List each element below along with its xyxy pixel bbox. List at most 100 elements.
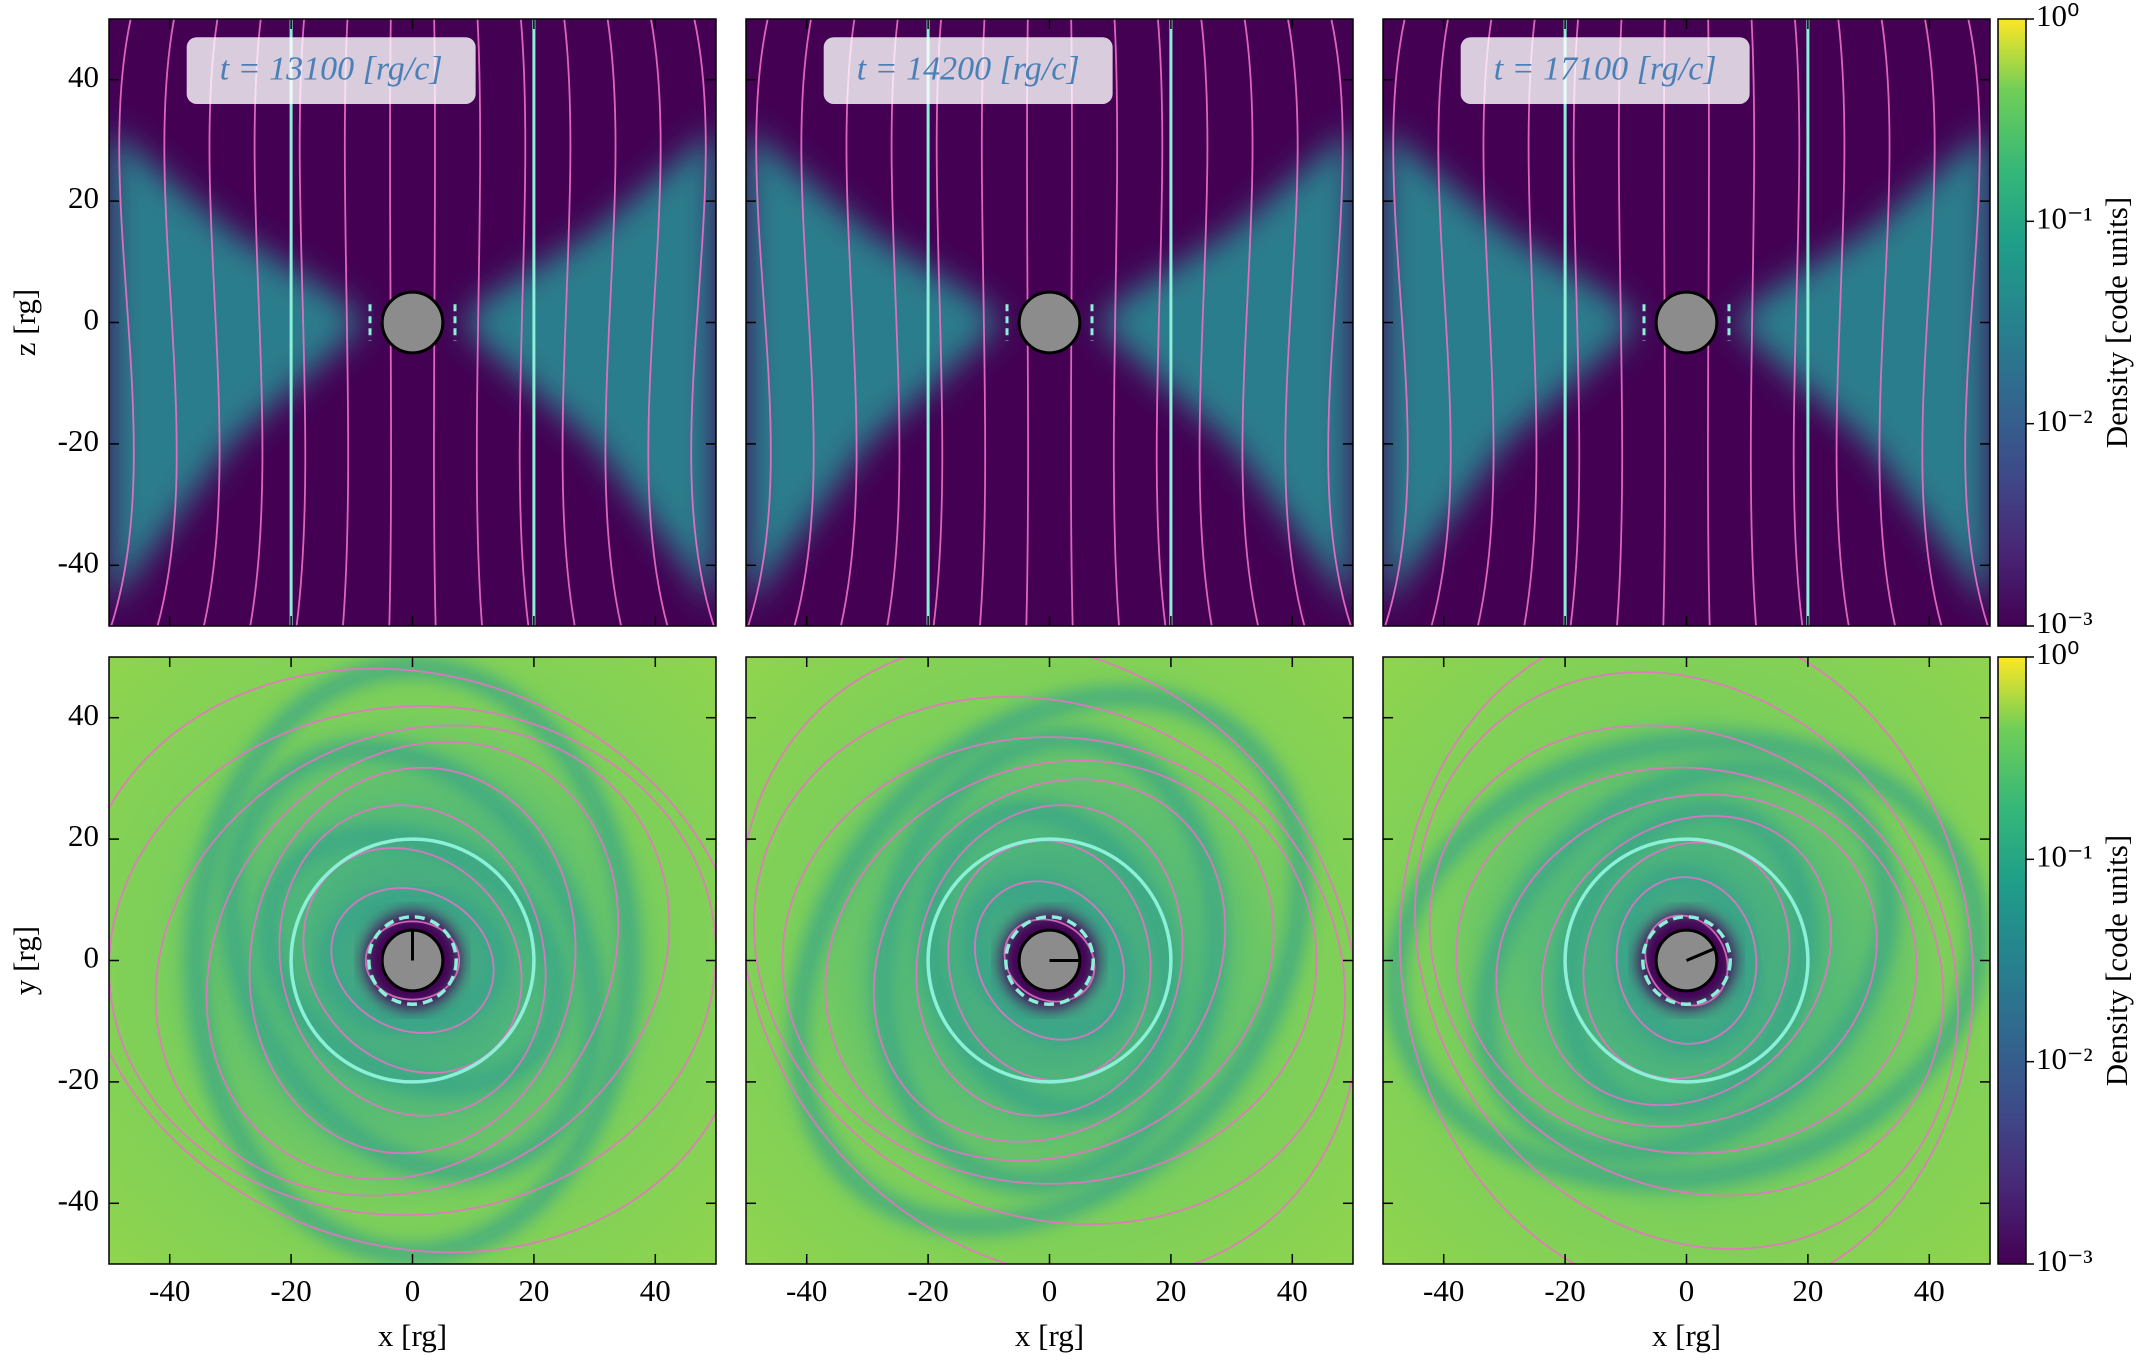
x-tick-label: 20 [518, 1273, 549, 1308]
density-arm [256, 824, 569, 1097]
colorbar-tick-label: 10⁻¹ [2036, 838, 2093, 873]
streamline [154, 724, 671, 1197]
colorbar [1997, 656, 2027, 1265]
y-axis-label: y [rg] [7, 926, 42, 995]
y-tick-label: -20 [58, 423, 99, 458]
streamline [475, 19, 483, 626]
isco-circle [1641, 915, 1732, 1006]
streamline [278, 804, 547, 1117]
streamline [1921, 19, 1943, 626]
streamline [1384, 19, 1409, 626]
streamline [1112, 19, 1120, 626]
x-tick-label: 0 [1042, 1273, 1058, 1308]
spin-indicator [1685, 947, 1716, 962]
density-wedge [1735, 128, 1990, 608]
density-wedge [746, 128, 1001, 608]
y-tick-label: 40 [68, 59, 99, 94]
plot-area [746, 19, 1353, 626]
streamline [1964, 19, 1989, 626]
density-arm [1556, 800, 1817, 1121]
density-arm [787, 685, 1312, 1236]
black-hole [1654, 290, 1719, 355]
title-box [186, 37, 476, 104]
streamline [1495, 793, 1878, 1128]
streamline [974, 880, 1125, 1041]
y-tick-label: -20 [58, 1061, 99, 1096]
x-tick-label: 20 [1155, 1273, 1186, 1308]
y-tick-label: 20 [68, 180, 99, 215]
streamline [1540, 814, 1833, 1107]
density-wedge [1383, 128, 1638, 608]
streamline [1198, 19, 1213, 626]
density-wedge [109, 128, 364, 608]
streamline [1835, 19, 1850, 626]
plot-area [109, 657, 716, 1264]
colorbar-label: Density [code units] [2099, 197, 2134, 448]
x-tick-label: 40 [1914, 1273, 1945, 1308]
density-arm [871, 727, 1228, 1194]
plot-area [109, 19, 716, 626]
isco-circle [367, 915, 458, 1006]
streamline [793, 19, 815, 626]
plot-area [1383, 657, 1990, 1264]
streamline [746, 657, 1353, 1264]
streamline [1398, 657, 1975, 1264]
streamline [518, 19, 530, 626]
reference-circle [1563, 837, 1810, 1084]
x-tick-label: -40 [1423, 1273, 1464, 1308]
streamline [1430, 19, 1452, 626]
plot-area [746, 657, 1353, 1264]
x-tick-label: -20 [1544, 1273, 1585, 1308]
y-tick-label: 0 [84, 302, 100, 337]
streamline [561, 19, 576, 626]
x-axis-label: x [rg] [378, 1318, 447, 1353]
y-tick-label: 0 [84, 940, 100, 975]
colorbar-tick-label: 10⁻³ [2036, 1243, 2093, 1278]
streamline [872, 778, 1227, 1143]
streamline [824, 759, 1275, 1162]
colorbar-tick-label: 10⁰ [2036, 636, 2079, 671]
streamline [1327, 19, 1352, 626]
density-arm [184, 657, 641, 1264]
colorbar-tick-label: 10⁰ [2036, 0, 2079, 33]
colorbar-label: Density [code units] [2099, 835, 2134, 1086]
streamline [1003, 918, 1096, 1003]
streamline [753, 695, 1346, 1226]
x-tick-label: 40 [640, 1273, 671, 1308]
streamline [1155, 19, 1167, 626]
streamline [1455, 766, 1918, 1155]
streamline [1878, 19, 1896, 626]
density-arm [919, 800, 1180, 1121]
panel-title: t = 14200 [rg/c] [857, 51, 1080, 88]
streamline [156, 19, 178, 626]
colorbar [1997, 18, 2027, 627]
black-hole [1017, 290, 1082, 355]
x-tick-label: -20 [907, 1273, 948, 1308]
density-arm [317, 887, 508, 1034]
streamline [109, 667, 716, 1254]
x-axis-label: x [rg] [1652, 1318, 1721, 1353]
streamline [1615, 876, 1758, 1045]
y-tick-label: 20 [68, 818, 99, 853]
reference-circle [289, 837, 536, 1084]
panel-title: t = 13100 [rg/c] [220, 51, 443, 88]
x-tick-label: 20 [1792, 1273, 1823, 1308]
streamline [330, 887, 495, 1034]
streamline [248, 766, 577, 1155]
x-tick-label: -40 [786, 1273, 827, 1308]
x-tick-label: 40 [1277, 1273, 1308, 1308]
streamline [1792, 19, 1804, 626]
panel-title: t = 17100 [rg/c] [1494, 51, 1717, 88]
colorbar-tick-label: 10⁻² [2036, 1041, 2093, 1076]
reference-circle [926, 837, 1173, 1084]
streamline [690, 19, 715, 626]
x-axis-label: x [rg] [1015, 1318, 1084, 1353]
title-box [823, 37, 1113, 104]
y-tick-label: -40 [58, 1182, 99, 1217]
density-wedge [461, 128, 716, 608]
plot-area [1383, 19, 1990, 626]
title-box [1460, 37, 1750, 104]
streamline [1644, 914, 1729, 1007]
streamline [1284, 19, 1306, 626]
